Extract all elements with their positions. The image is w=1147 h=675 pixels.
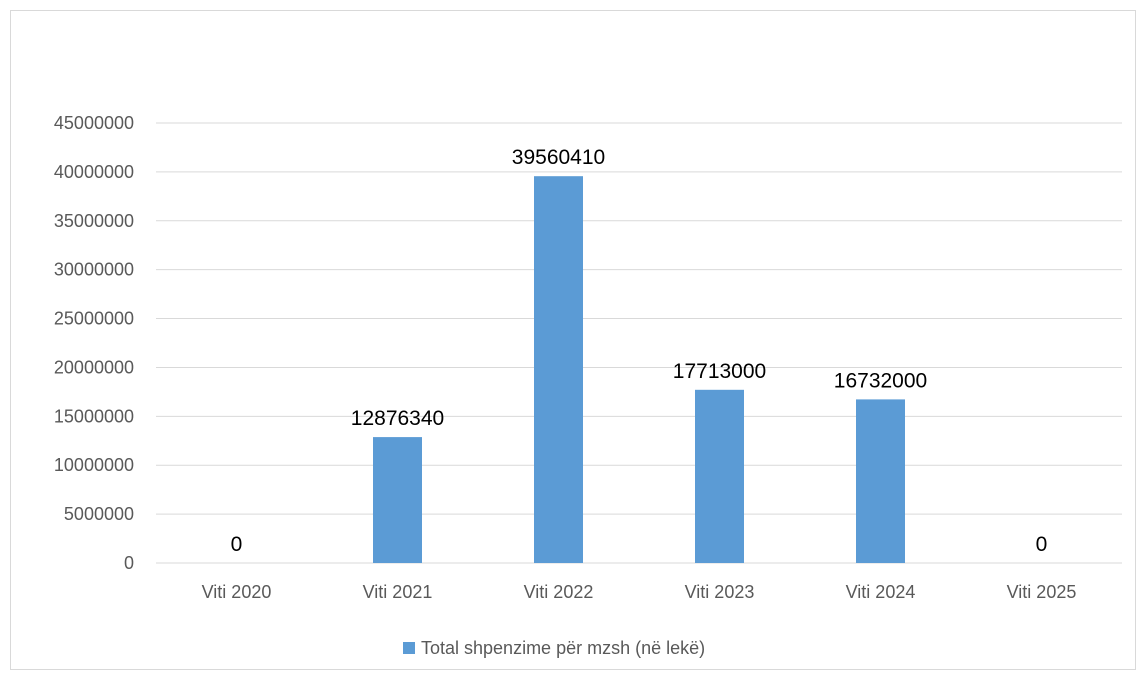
bar [856, 399, 905, 563]
legend-swatch [403, 642, 415, 654]
y-tick-label: 0 [124, 553, 134, 573]
gridlines [156, 122, 1122, 564]
y-tick-label: 35000000 [54, 211, 134, 231]
data-label: 0 [1036, 533, 1048, 556]
y-tick-label: 5000000 [64, 504, 134, 524]
legend-label: Total shpenzime për mzsh (në lekë) [421, 638, 705, 658]
bar-chart: 0 5000000 10000000 15000000 20000000 25000000… [54, 113, 1122, 658]
x-category-label: Viti 2021 [363, 582, 433, 602]
y-tick-label: 15000000 [54, 406, 134, 426]
x-category-label: Viti 2023 [685, 582, 755, 602]
y-tick-label: 40000000 [54, 162, 134, 182]
y-tick-label: 10000000 [54, 455, 134, 475]
bars [373, 176, 905, 563]
y-tick-label: 45000000 [54, 113, 134, 133]
bar [373, 437, 422, 563]
bar [695, 389, 744, 563]
x-axis-categories: Viti 2020 Viti 2021 Viti 2022 Viti 2023 Viti… [202, 582, 1077, 602]
data-label: 17713000 [673, 360, 766, 383]
y-tick-label: 30000000 [54, 260, 134, 280]
data-label: 16732000 [834, 369, 927, 392]
x-category-label: Viti 2022 [524, 582, 594, 602]
y-tick-label: 20000000 [54, 357, 134, 377]
y-tick-label: 25000000 [54, 309, 134, 329]
y-axis-ticks: 0 5000000 10000000 15000000 20000000 25000000… [54, 113, 134, 573]
x-category-label: Viti 2020 [202, 582, 272, 602]
data-labels: 0 12876340 39560410 17713000 16732000 0 [231, 146, 1048, 556]
x-category-label: Viti 2024 [846, 582, 916, 602]
bar [534, 176, 583, 563]
legend: Total shpenzime për mzsh (në lekë) [403, 638, 705, 658]
x-category-label: Viti 2025 [1007, 582, 1077, 602]
data-label: 39560410 [512, 146, 605, 169]
data-label: 0 [231, 533, 243, 556]
data-label: 12876340 [351, 407, 444, 430]
chart-frame: 0 5000000 10000000 15000000 20000000 25000000… [10, 10, 1136, 670]
